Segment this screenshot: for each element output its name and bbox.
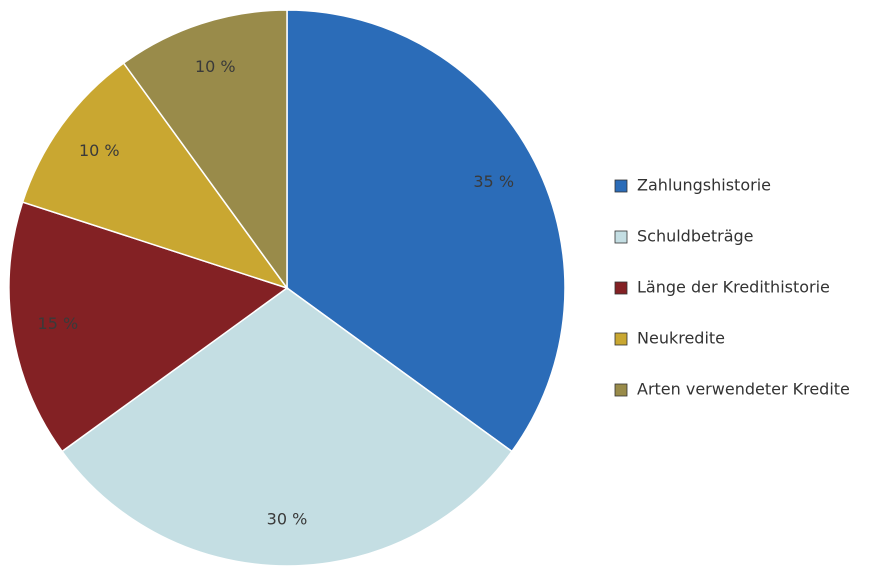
pie-slice <box>21 62 289 290</box>
legend-swatch <box>614 179 628 193</box>
pie-slice <box>8 201 289 453</box>
data-label: 10 % <box>79 141 120 160</box>
pie-slice <box>286 9 566 453</box>
legend-swatch <box>614 332 628 346</box>
pie-slice <box>122 9 288 291</box>
data-label: 30 % <box>267 510 308 529</box>
legend-label: Neukredite <box>637 329 725 348</box>
legend-swatch <box>614 383 628 397</box>
legend-swatch <box>614 230 628 244</box>
data-label: 35 % <box>473 172 514 191</box>
legend-label: Schuldbeträge <box>637 227 754 246</box>
legend-swatch <box>614 281 628 295</box>
legend-label: Arten verwendeter Kredite <box>637 380 850 399</box>
legend-label: Länge der Kredithistorie <box>637 278 830 297</box>
data-label: 15 % <box>38 314 79 333</box>
data-label: 10 % <box>195 57 236 76</box>
legend-label: Zahlungshistorie <box>637 176 771 195</box>
